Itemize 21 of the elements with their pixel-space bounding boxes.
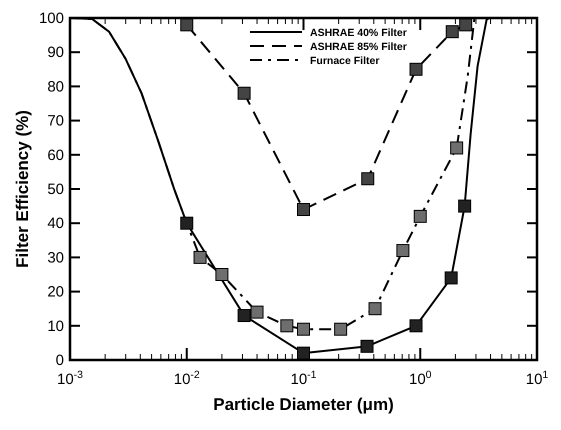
x-tick-label: 10$^{0}$ [408, 369, 432, 388]
x-axis-title: Particle Diameter (μm) [213, 395, 394, 414]
y-tick-label: 10 [47, 318, 64, 335]
y-tick-label: 30 [47, 249, 64, 266]
y-tick-label: 70 [47, 112, 64, 130]
x-tick-label: 10$^{1}$ [526, 369, 548, 388]
x-tick-label: 10$^{-3}$ [56, 369, 84, 388]
y-tick-label: 80 [47, 78, 64, 96]
y-tick-label: 100 [38, 10, 64, 27]
x-tick-label: 10$^{-2}$ [174, 369, 200, 388]
y-axis-title: Filter Efficiency (%) [13, 110, 32, 268]
y-tick-label: 20 [47, 284, 64, 301]
legend-label: Furnace Filter [310, 55, 380, 67]
y-tick-label: 50 [47, 181, 64, 198]
x-tick-label: 10$^{-1}$ [290, 369, 317, 388]
y-tick-label: 0 [56, 352, 64, 369]
legend-label: ASHRAE 85% Filter [310, 41, 407, 53]
legend-label: ASHRAE 40% Filter [310, 27, 407, 39]
y-tick-label: 90 [47, 44, 64, 62]
y-tick-label: 60 [47, 146, 64, 164]
y-tick-label: 40 [47, 215, 64, 232]
